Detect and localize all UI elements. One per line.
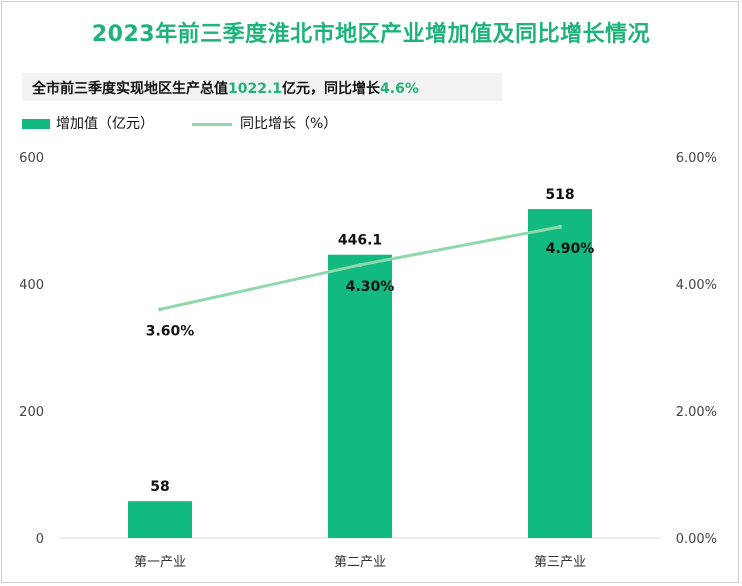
legend-line-label: 同比增长（%） (240, 116, 338, 132)
y-left-tick-label: 400 (19, 278, 44, 293)
x-tick-label: 第二产业 (334, 555, 386, 570)
summary-gdp-value: 1022.1 (228, 81, 283, 97)
y-right-tick-label: 6.00% (676, 151, 717, 166)
growth-point (158, 307, 162, 312)
y-left-tick-label: 200 (19, 405, 44, 420)
x-tick-label: 第三产业 (534, 555, 586, 570)
summary-prefix: 全市前三季度实现地区生产总值 (32, 81, 228, 97)
summary-banner: 全市前三季度实现地区生产总值1022.1亿元，同比增长4.6% (22, 73, 502, 101)
y-right-tick-label: 0.00% (676, 532, 717, 547)
growth-value-label: 4.30% (346, 279, 395, 295)
y-right-tick-label: 4.00% (676, 278, 717, 293)
legend-item-line: 同比增长（%） (192, 113, 337, 133)
legend-bar-swatch (22, 119, 50, 129)
legend-line-swatch (192, 122, 232, 126)
bar-value-label: 58 (150, 479, 169, 495)
growth-value-label: 3.60% (146, 323, 195, 339)
bar (328, 254, 392, 538)
summary-text: 全市前三季度实现地区生产总值1022.1亿元，同比增长4.6% (32, 78, 419, 98)
y-right-tick-label: 2.00% (676, 405, 717, 420)
growth-point (558, 224, 562, 229)
x-tick-label: 第一产业 (134, 555, 186, 570)
y-left-tick-label: 0 (36, 532, 44, 547)
bar-value-label: 518 (545, 187, 574, 203)
chart-title: 2023年前三季度淮北市地区产业增加值及同比增长情况 (91, 22, 651, 47)
legend-bar-label: 增加值（亿元） (56, 116, 154, 132)
bar (128, 501, 192, 538)
summary-growth-value: 4.6% (380, 81, 419, 97)
growth-value-label: 4.90% (546, 241, 595, 257)
bar (528, 209, 592, 538)
summary-middle: 亿元，同比增长 (282, 81, 381, 97)
growth-point (358, 262, 362, 267)
bar-value-label: 446.1 (338, 233, 382, 249)
y-left-tick-label: 600 (19, 151, 44, 166)
legend-item-bar: 增加值（亿元） (22, 113, 154, 133)
